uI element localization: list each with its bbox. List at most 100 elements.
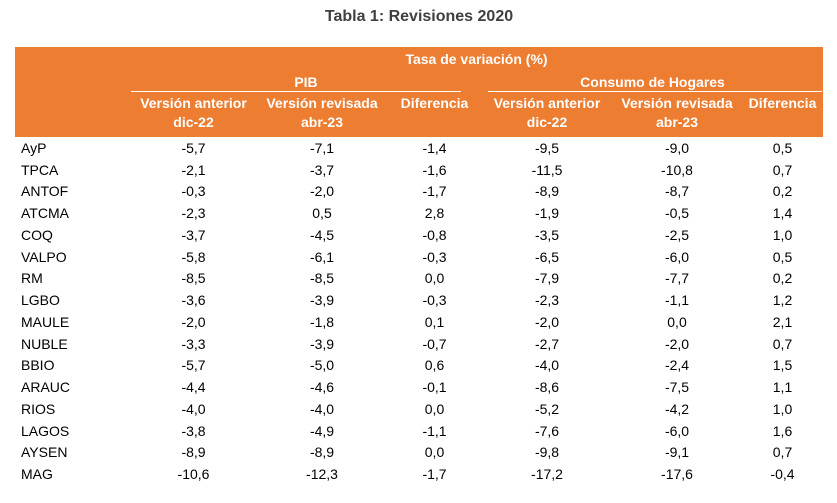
header-group-pib: PIB bbox=[130, 71, 482, 92]
value-cell: -9,0 bbox=[664, 139, 690, 156]
subheader-line2: abr-23 bbox=[655, 114, 699, 130]
subheader-line1: Versión anterior bbox=[140, 95, 247, 111]
value-cell: 0,7 bbox=[772, 444, 793, 461]
header-row-groups: PIB Consumo de Hogares bbox=[15, 71, 824, 92]
value-cell: -1,7 bbox=[422, 466, 447, 483]
value-cell: -7,9 bbox=[534, 270, 560, 287]
value-cell: -7,5 bbox=[664, 379, 690, 396]
value-cell: -5,8 bbox=[181, 248, 206, 265]
value-cell: -0,7 bbox=[422, 335, 447, 352]
value-cell: -3,8 bbox=[181, 422, 206, 439]
value-cell: -4,0 bbox=[181, 400, 206, 417]
value-cell: -2,1 bbox=[181, 161, 206, 178]
value-cell: -6,0 bbox=[664, 248, 690, 265]
value-cell: -4,4 bbox=[181, 379, 206, 396]
value-cell: -5,7 bbox=[181, 139, 206, 156]
value-cell: -8,5 bbox=[181, 270, 206, 287]
table-row: AyP -5,7 -7,1 -1,4 -9,5 -9,0 0,5 bbox=[15, 137, 823, 159]
region-label: ARAUC bbox=[21, 379, 71, 396]
value-cell: -4,6 bbox=[309, 379, 335, 396]
value-cell: 1,1 bbox=[772, 379, 793, 396]
value-cell: 1,0 bbox=[772, 400, 793, 417]
table-row: VALPO -5,8 -6,1 -0,3 -6,5 -6,0 0,5 bbox=[15, 246, 823, 268]
value-cell: 0,7 bbox=[772, 335, 793, 352]
value-cell: -2,4 bbox=[664, 357, 690, 374]
table-header: Tasa de variación (%) PIB Consumo de Hog… bbox=[15, 47, 824, 137]
value-cell: 1,6 bbox=[772, 422, 793, 439]
value-cell: 2,1 bbox=[772, 313, 793, 330]
value-cell: -2,3 bbox=[181, 205, 206, 222]
value-cell: -7,1 bbox=[309, 139, 335, 156]
value-cell: -9,8 bbox=[534, 444, 560, 461]
value-cell: -0,3 bbox=[422, 292, 447, 309]
value-cell: 0,1 bbox=[424, 313, 445, 330]
value-cell: -4,9 bbox=[309, 422, 335, 439]
value-cell: -17,2 bbox=[531, 466, 563, 483]
header-consumo-version-revisada: Versión revisada abr-23 bbox=[612, 92, 742, 137]
value-cell: -0,4 bbox=[770, 466, 795, 483]
value-cell: -8,6 bbox=[534, 379, 560, 396]
table-row: ARAUC -4,4 -4,6 -0,1 -8,6 -7,5 1,1 bbox=[15, 376, 823, 398]
region-label: NUBLE bbox=[21, 335, 68, 352]
table-body: AyP -5,7 -7,1 -1,4 -9,5 -9,0 0,5 TPCA -2,1 -3,7 -1… bbox=[15, 137, 823, 485]
value-cell: -4,0 bbox=[309, 400, 335, 417]
value-cell: -8,9 bbox=[181, 444, 206, 461]
value-cell: -3,5 bbox=[534, 226, 560, 243]
value-cell: -3,6 bbox=[181, 292, 206, 309]
value-cell: -12,3 bbox=[306, 466, 338, 483]
subheader-line2: abr-23 bbox=[300, 114, 344, 130]
value-cell: -3,3 bbox=[181, 335, 206, 352]
page-title: Tabla 1: Revisiones 2020 bbox=[324, 8, 514, 25]
header-empty-cell bbox=[15, 71, 130, 92]
value-cell: -4,2 bbox=[664, 400, 690, 417]
value-cell: 0,5 bbox=[772, 248, 793, 265]
value-cell: -9,5 bbox=[534, 139, 560, 156]
header-variation-rate: Tasa de variación (%) bbox=[130, 47, 824, 71]
value-cell: 0,6 bbox=[424, 357, 445, 374]
table-row: MAULE -2,0 -1,8 0,1 -2,0 0,0 2,1 bbox=[15, 311, 823, 333]
region-label: AyP bbox=[21, 139, 47, 156]
region-label: AYSEN bbox=[21, 444, 68, 461]
region-label: COQ bbox=[21, 226, 53, 243]
value-cell: -2,0 bbox=[664, 335, 690, 352]
value-cell: -1,9 bbox=[534, 205, 560, 222]
header-row-subcolumns: Versión anterior dic-22 Versión revisada… bbox=[15, 92, 824, 137]
value-cell: -5,0 bbox=[309, 357, 335, 374]
header-pib-diferencia: Diferencia bbox=[387, 92, 482, 137]
value-cell: 2,8 bbox=[424, 205, 445, 222]
value-cell: -1,4 bbox=[422, 139, 447, 156]
value-cell: -0,3 bbox=[422, 248, 447, 265]
value-cell: -1,1 bbox=[422, 422, 447, 439]
value-cell: -17,6 bbox=[661, 466, 693, 483]
value-cell: -2,0 bbox=[181, 313, 206, 330]
subheader-line1: Versión revisada bbox=[266, 95, 378, 111]
value-cell: 0,0 bbox=[667, 313, 687, 330]
region-label: MAG bbox=[21, 466, 53, 483]
value-cell: 0,5 bbox=[312, 205, 332, 222]
region-label: ATCMA bbox=[21, 205, 69, 222]
table-row: BBIO -5,7 -5,0 0,6 -4,0 -2,4 1,5 bbox=[15, 355, 823, 377]
value-cell: -2,7 bbox=[534, 335, 560, 352]
region-label: LGBO bbox=[21, 292, 60, 309]
value-cell: 0,0 bbox=[424, 270, 445, 287]
value-cell: -1,6 bbox=[422, 161, 447, 178]
value-cell: -4,0 bbox=[534, 357, 560, 374]
value-cell: 0,7 bbox=[772, 161, 793, 178]
region-label: ANTOF bbox=[21, 183, 69, 200]
value-cell: 0,0 bbox=[424, 400, 445, 417]
value-cell: -3,7 bbox=[181, 226, 206, 243]
table-row: ANTOF -0,3 -2,0 -1,7 -8,9 -8,7 0,2 bbox=[15, 181, 823, 203]
value-cell: -1,1 bbox=[664, 292, 690, 309]
table-row: ATCMA -2,3 0,5 2,8 -1,9 -0,5 1,4 bbox=[15, 202, 823, 224]
value-cell: -0,1 bbox=[422, 379, 447, 396]
subheader-line2: dic-22 bbox=[173, 114, 214, 130]
table-row: AYSEN -8,9 -8,9 0,0 -9,8 -9,1 0,7 bbox=[15, 442, 823, 464]
region-label: LAGOS bbox=[21, 422, 70, 439]
value-cell: -2,3 bbox=[534, 292, 560, 309]
value-cell: -4,5 bbox=[309, 226, 335, 243]
header-corner-cell bbox=[15, 47, 130, 71]
region-label: RIOS bbox=[21, 400, 56, 417]
value-cell: -5,2 bbox=[534, 400, 560, 417]
value-cell: 1,4 bbox=[772, 205, 793, 222]
value-cell: 1,2 bbox=[772, 292, 793, 309]
